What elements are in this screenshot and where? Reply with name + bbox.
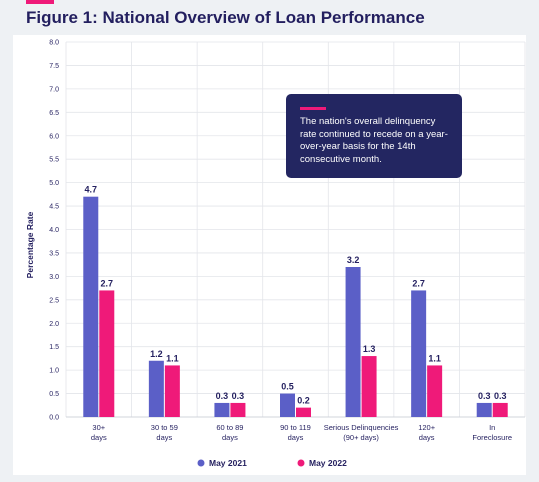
y-axis-ticks: 0.0 0.5 1.0 1.5 2.0 2.5 3.0 3.5 4.0 4.5 5.0 5.5 6.0 6…	[49, 40, 59, 422]
y-tick-label: 5.5	[49, 157, 59, 164]
y-tick-label: 1.5	[49, 344, 59, 351]
x-tick-label: days	[222, 433, 238, 442]
x-tick-label: 30+	[92, 423, 105, 432]
y-tick-label: 4.5	[49, 204, 59, 211]
y-tick-label: 6.5	[49, 110, 59, 117]
data-label: 0.3	[232, 391, 245, 401]
y-tick-label: 5.0	[49, 180, 59, 187]
bar	[345, 267, 361, 417]
title-accent-bar	[26, 0, 54, 4]
data-label: 2.7	[412, 278, 425, 288]
data-label: 1.3	[363, 344, 376, 354]
y-tick-label: 6.0	[49, 133, 59, 140]
bar	[476, 402, 492, 417]
bar	[296, 407, 311, 417]
y-tick-label: 2.5	[49, 297, 59, 304]
y-tick-label: 8.0	[49, 40, 59, 47]
x-tick-label: days	[156, 433, 172, 442]
bar	[164, 365, 180, 417]
legend: May 2021 May 2022	[197, 458, 347, 468]
data-label: 0.3	[478, 391, 491, 401]
data-labels: 4.7 1.2 0.3 0.5 3.2 2.7 0.3 2.7 1.1 0.3 0.2 1.3 1.1 0…	[85, 185, 507, 406]
x-tick-label: days	[288, 433, 304, 442]
data-label: 0.3	[216, 391, 229, 401]
data-label: 4.7	[85, 185, 98, 195]
x-tick-label: days	[419, 433, 435, 442]
x-tick-label: Serious Delinquencies	[324, 423, 399, 432]
x-tick-label: 120+	[418, 423, 436, 432]
data-label: 1.1	[428, 353, 441, 363]
x-tick-label: (90+ days)	[343, 433, 379, 442]
data-label: 0.5	[281, 382, 294, 392]
data-label: 2.7	[101, 278, 114, 288]
bars	[83, 196, 508, 417]
legend-marker	[297, 459, 305, 467]
bar	[280, 393, 295, 417]
x-tick-label: 90 to 119	[280, 423, 311, 432]
y-axis-label: Percentage Rate	[25, 211, 35, 278]
x-tick-label: In	[489, 423, 495, 432]
bar	[214, 402, 230, 417]
y-tick-label: 7.5	[49, 63, 59, 70]
y-tick-label: 7.0	[49, 86, 59, 93]
bar	[427, 365, 443, 417]
data-label: 1.2	[150, 349, 163, 359]
x-tick-label: Foreclosure	[472, 433, 512, 442]
data-label: 1.1	[166, 353, 179, 363]
bar	[361, 356, 377, 417]
legend-marker	[197, 459, 205, 467]
data-label: 3.2	[347, 255, 360, 265]
data-label: 0.2	[297, 396, 310, 406]
callout-accent-bar	[300, 107, 326, 110]
bar	[492, 402, 508, 417]
bar	[148, 360, 164, 417]
y-tick-label: 0.5	[49, 391, 59, 398]
y-tick-label: 3.0	[49, 274, 59, 281]
bar	[230, 402, 246, 417]
bar	[411, 290, 427, 417]
y-tick-label: 2.0	[49, 321, 59, 328]
y-tick-label: 3.5	[49, 250, 59, 257]
y-tick-label: 0.0	[49, 415, 59, 422]
callout-text: The nation's overall delinquency rate co…	[300, 116, 448, 165]
bar	[99, 290, 115, 417]
x-tick-label: 30 to 59	[151, 423, 178, 432]
y-tick-label: 4.0	[49, 227, 59, 234]
figure-title: Figure 1: National Overview of Loan Perf…	[26, 8, 425, 27]
y-tick-label: 1.0	[49, 368, 59, 375]
legend-label: May 2022	[309, 458, 347, 468]
x-tick-label: days	[91, 433, 107, 442]
x-tick-label: 60 to 89	[216, 423, 243, 432]
legend-label: May 2021	[209, 458, 247, 468]
callout-box: The nation's overall delinquency rate co…	[286, 94, 462, 178]
bar	[83, 196, 99, 417]
data-label: 0.3	[494, 391, 507, 401]
